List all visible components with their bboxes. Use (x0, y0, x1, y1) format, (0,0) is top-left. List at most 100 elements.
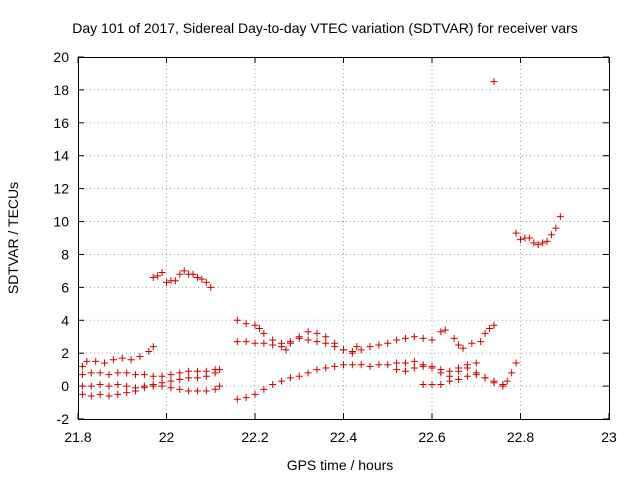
y-tick-label: -2 (57, 411, 70, 427)
data-point (123, 389, 131, 397)
data-point (158, 382, 166, 390)
data-point (322, 339, 330, 347)
data-point (202, 278, 210, 286)
data-point (109, 356, 117, 364)
data-point (149, 343, 157, 351)
y-tick-label: 6 (61, 279, 69, 295)
data-point (410, 357, 418, 365)
data-point (512, 229, 520, 237)
data-point (105, 371, 113, 379)
data-point (481, 374, 489, 382)
data-point (92, 357, 100, 365)
data-point (123, 369, 131, 377)
data-point (255, 325, 263, 332)
data-point (441, 326, 449, 334)
data-point (410, 364, 418, 372)
y-tick-label: 18 (53, 82, 69, 98)
data-point (477, 338, 485, 346)
data-point (322, 333, 330, 341)
data-point (167, 377, 175, 385)
data-point (331, 343, 339, 351)
data-point (149, 372, 157, 380)
y-tick-label: 8 (61, 246, 69, 262)
data-point (132, 387, 140, 395)
data-point (530, 239, 538, 247)
y-tick-label: 2 (61, 345, 69, 361)
data-point (193, 367, 201, 375)
data-point (216, 366, 224, 374)
data-point (140, 371, 148, 379)
data-point (331, 362, 339, 370)
data-point (472, 371, 480, 379)
data-point (419, 362, 427, 370)
data-point (455, 341, 463, 349)
data-point (304, 369, 312, 377)
chart-title: Day 101 of 2017, Sidereal Day-to-day VTE… (72, 20, 578, 36)
data-point (140, 384, 148, 392)
data-point (132, 371, 140, 379)
data-point (428, 364, 436, 372)
data-point (313, 338, 321, 346)
data-point (393, 359, 401, 367)
data-point (211, 385, 219, 393)
data-point (78, 390, 86, 398)
data-point (463, 372, 471, 380)
data-point (105, 382, 113, 390)
data-point (176, 385, 184, 393)
data-point (167, 371, 175, 379)
data-point (512, 359, 520, 367)
data-point (437, 380, 445, 388)
data-point (216, 382, 224, 390)
data-point (428, 336, 436, 344)
data-point (251, 321, 259, 329)
data-point (286, 338, 294, 346)
data-point (251, 390, 259, 398)
data-point (534, 241, 542, 249)
data-point (543, 237, 551, 245)
data-point (242, 394, 250, 402)
data-point (87, 382, 95, 390)
data-point (393, 366, 401, 374)
data-point (193, 387, 201, 395)
data-point (446, 377, 454, 385)
data-point (410, 333, 418, 341)
data-point (123, 382, 131, 390)
y-tick-label: 10 (53, 214, 69, 230)
data-point (401, 334, 409, 342)
data-point (118, 354, 126, 362)
data-point (455, 376, 463, 384)
y-tick-label: 20 (53, 49, 69, 65)
data-point (171, 277, 179, 285)
grid (78, 57, 609, 419)
data-point (503, 377, 511, 385)
data-point (304, 336, 312, 344)
y-tick-label: 12 (53, 181, 69, 197)
data-point (176, 270, 184, 278)
x-tick-label: 21.8 (64, 429, 91, 445)
data-point (211, 369, 219, 377)
data-point (508, 369, 516, 377)
data-point (114, 380, 122, 388)
data-point (260, 329, 268, 337)
data-point (78, 371, 86, 379)
data-point (348, 349, 356, 357)
data-point (437, 369, 445, 377)
data-point (193, 273, 201, 281)
data-point (556, 213, 564, 221)
y-tick-label: 14 (53, 148, 69, 164)
data-point (357, 346, 365, 354)
data-point (87, 392, 95, 400)
data-point (87, 369, 95, 377)
data-point (366, 362, 374, 370)
data-point (180, 267, 188, 275)
data-point (269, 341, 277, 349)
data-point (176, 369, 184, 377)
data-point (233, 316, 241, 324)
data-point (242, 338, 250, 346)
data-point (193, 374, 201, 382)
data-point (163, 278, 170, 286)
data-point (490, 379, 498, 387)
data-point (176, 376, 184, 384)
